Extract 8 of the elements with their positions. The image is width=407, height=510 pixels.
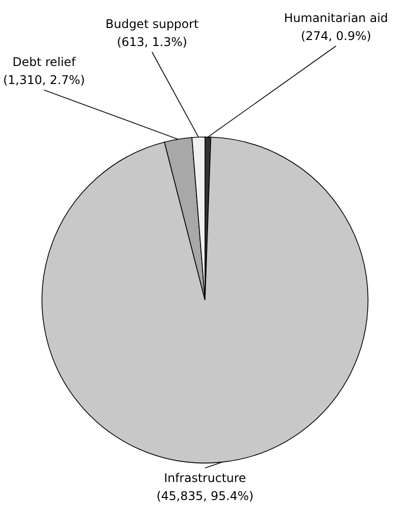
data-label: (45,835, 95.4%) bbox=[156, 489, 254, 503]
data-label: (613, 1.3%) bbox=[116, 35, 188, 49]
slice-label: Debt relief bbox=[12, 55, 76, 69]
data-label: (1,310, 2.7%) bbox=[3, 73, 85, 87]
slice-label: Infrastructure bbox=[164, 471, 246, 485]
slice-label: Humanitarian aid bbox=[284, 11, 388, 25]
slice-label: Budget support bbox=[105, 17, 199, 31]
data-label: (274, 0.9%) bbox=[300, 29, 372, 43]
